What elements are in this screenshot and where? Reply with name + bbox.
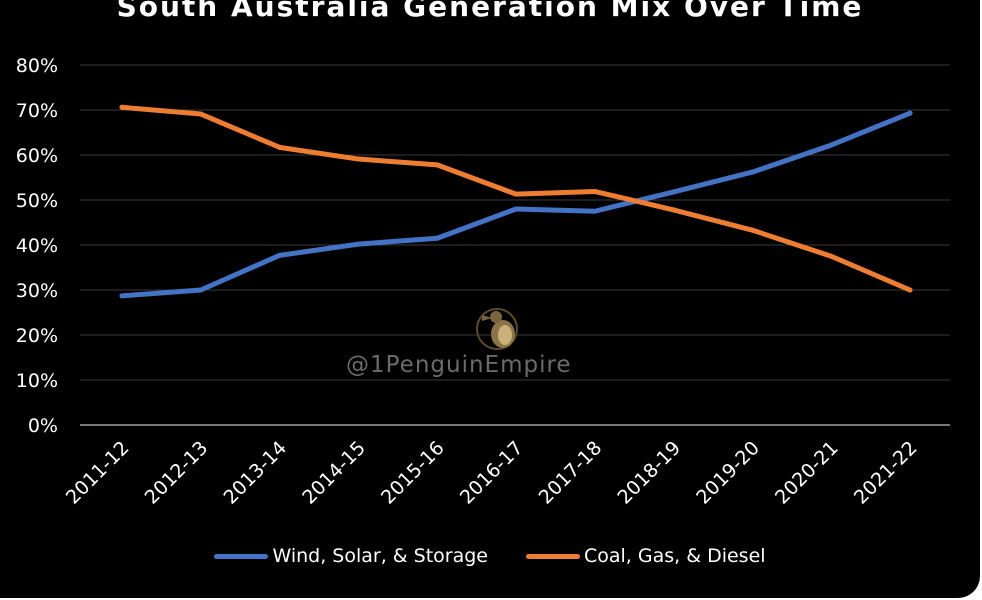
data-point — [355, 241, 361, 247]
chart-title: South Australia Generation Mix Over Time — [116, 0, 864, 23]
data-point — [119, 104, 125, 110]
x-tick-label: 2016-17 — [456, 437, 528, 509]
data-point — [671, 189, 677, 195]
x-tick-label: 2011-12 — [62, 437, 134, 509]
data-point — [592, 188, 598, 194]
data-point — [198, 111, 204, 117]
y-tick-label: 40% — [16, 235, 58, 257]
data-point — [277, 252, 283, 258]
y-axis-tick-labels: 0% 10% 20% 30% 40% 50% 60% 70% 80% — [16, 55, 58, 437]
legend-item-renewables: Wind, Solar, & Storage — [214, 545, 488, 567]
data-point — [198, 287, 204, 293]
y-tick-label: 70% — [16, 100, 58, 122]
x-tick-label: 2021-22 — [850, 437, 922, 509]
series-line-1 — [119, 104, 913, 293]
y-tick-label: 60% — [16, 145, 58, 167]
legend-swatch-renewables — [214, 553, 269, 559]
x-axis-tick-labels: 2011-12 2012-13 2013-14 2014-15 2015-16 2016-… — [62, 437, 922, 509]
y-tick-label: 50% — [16, 190, 58, 212]
chart-legend: Wind, Solar, & Storage Coal, Gas, & Dies… — [0, 545, 980, 567]
y-tick-label: 80% — [16, 55, 58, 77]
x-tick-label: 2018-19 — [613, 437, 685, 509]
data-point — [749, 227, 755, 233]
data-point — [119, 293, 125, 299]
series-lines — [119, 104, 913, 299]
y-tick-label: 30% — [16, 280, 58, 302]
y-tick-label: 0% — [28, 415, 58, 437]
data-point — [749, 169, 755, 175]
legend-item-fossil: Coal, Gas, & Diesel — [525, 545, 766, 567]
x-tick-label: 2013-14 — [219, 437, 291, 509]
x-tick-label: 2012-13 — [141, 437, 213, 509]
data-point — [513, 191, 519, 197]
data-point — [828, 253, 834, 259]
x-tick-label: 2017-18 — [535, 437, 607, 509]
x-tick-label: 2020-21 — [771, 437, 843, 509]
data-point — [592, 208, 598, 214]
data-point — [277, 144, 283, 150]
data-point — [434, 235, 440, 241]
data-point — [907, 287, 913, 293]
x-tick-label: 2019-20 — [692, 437, 764, 509]
data-point — [434, 162, 440, 168]
data-point — [907, 110, 913, 116]
legend-label-renewables: Wind, Solar, & Storage — [272, 545, 488, 567]
legend-label-fossil: Coal, Gas, & Diesel — [583, 545, 766, 567]
series-line-0 — [119, 110, 913, 299]
watermark-text: @1PenguinEmpire — [346, 352, 572, 378]
y-tick-label: 10% — [16, 370, 58, 392]
data-point — [355, 156, 361, 162]
legend-swatch-fossil — [525, 553, 580, 559]
x-tick-label: 2015-16 — [377, 437, 449, 509]
data-point — [671, 207, 677, 213]
penguin-logo-icon — [472, 305, 522, 356]
data-point — [513, 206, 519, 212]
data-point — [828, 142, 834, 148]
x-tick-label: 2014-15 — [298, 437, 370, 509]
y-tick-label: 20% — [16, 325, 58, 347]
